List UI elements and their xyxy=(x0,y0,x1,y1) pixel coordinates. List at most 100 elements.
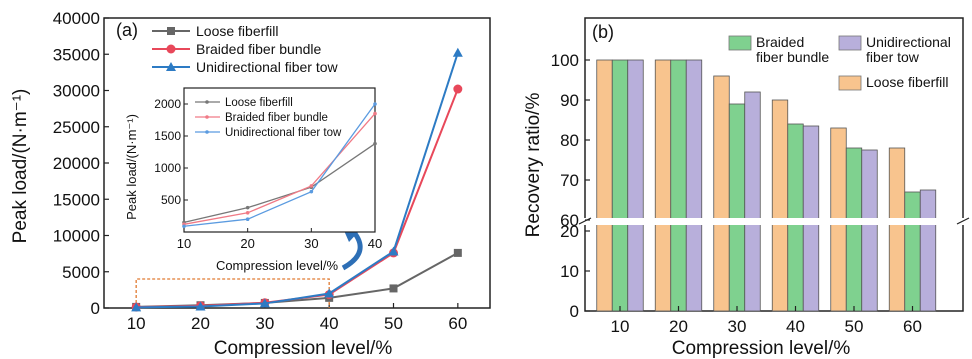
inset-x-tick-label: 20 xyxy=(240,236,254,251)
b-bar-braided-fiber-bundle xyxy=(670,59,687,312)
inset-x-tick-label: 40 xyxy=(368,236,382,251)
panel-a-tag: (a) xyxy=(116,20,138,40)
inset-point-unidirectional-fiber-tow xyxy=(373,102,377,106)
b-bar-loose-fiberfill xyxy=(654,59,672,312)
b-bar-unidirectional-fiber-tow xyxy=(861,149,878,312)
b-legend-label-loose-fiberfill: Loose fiberfill xyxy=(866,74,949,90)
a-legend-marker-loose-fiberfill xyxy=(167,27,175,35)
inset-series-line-unidirectional-fiber-tow xyxy=(183,103,376,227)
b-x-tick-label: 20 xyxy=(669,317,688,336)
inset-legend-marker-braided-fiber-bundle xyxy=(205,115,209,119)
panel-a-inset: 10 20 30 40 500 1000 1500 2000 Loose fiberfill Br… xyxy=(154,87,382,251)
b-bar-loose-fiberfill xyxy=(771,99,789,312)
a-y-tick-label: 35000 xyxy=(53,45,100,64)
a-y-tick-label: 5000 xyxy=(62,263,100,282)
a-y-axis-label: Peak load/(N·m⁻¹) xyxy=(10,89,31,244)
b-bar-unidirectional-fiber-tow xyxy=(744,91,761,312)
inset-point-unidirectional-fiber-tow xyxy=(182,224,186,229)
b-bar-braided-fiber-bundle xyxy=(904,191,921,312)
b-x-axis-label: Compression level/% xyxy=(672,338,851,359)
inset-point-braided-fiber-bundle xyxy=(245,211,250,215)
inset-legend-label-loose-fiberfill: Loose fiberfill xyxy=(225,97,293,109)
a-legend-label-loose-fiberfill: Loose fiberfill xyxy=(196,23,279,39)
inset-y-tick-label: 1500 xyxy=(154,129,181,143)
b-y-tick-label: 80 xyxy=(560,131,579,150)
b-bar-braided-fiber-bundle xyxy=(611,59,629,312)
b-x-tick-label: 60 xyxy=(903,317,922,336)
inset-legend-marker-unidirectional-fiber-tow xyxy=(205,130,209,134)
inset-point-braided-fiber-bundle xyxy=(373,111,377,116)
b-y-tick-label: 10 xyxy=(560,262,579,281)
a-point-loose-fiberfill xyxy=(453,248,462,257)
b-bar-braided-fiber-bundle xyxy=(728,103,746,312)
a-x-tick-label: 40 xyxy=(320,314,339,333)
inset-y-tick-label: 1000 xyxy=(154,161,181,175)
b-bar-unidirectional-fiber-tow xyxy=(685,59,703,312)
b-axis-break-gap xyxy=(579,218,971,225)
a-legend-label-unidirectional-fiber-tow: Unidirectional fiber tow xyxy=(196,59,339,75)
b-legend-label-unidirectional-fiber-tow: Unidirectional xyxy=(866,34,951,50)
inset-legend-marker-loose-fiberfill xyxy=(205,100,209,104)
inset-x-tick-label: 30 xyxy=(304,236,318,251)
a-x-tick-label: 20 xyxy=(191,314,210,333)
b-y-tick-label: 60 xyxy=(560,211,579,230)
b-axis-break-mark-right xyxy=(956,217,970,225)
b-legend-label-unidirectional-fiber-tow: fiber tow xyxy=(866,49,920,65)
b-x-tick-label: 40 xyxy=(786,317,805,336)
b-bar-unidirectional-fiber-tow xyxy=(919,189,937,312)
a-legend-label-braided-fiber-bundle: Braided fiber bundle xyxy=(196,41,322,57)
b-y-tick-label: 100 xyxy=(551,51,579,70)
b-x-tick-label: 10 xyxy=(611,317,630,336)
inset-y-tick-label: 2000 xyxy=(154,97,181,111)
inset-y-tick-label: 500 xyxy=(161,193,181,207)
a-point-loose-fiberfill xyxy=(389,284,398,293)
a-series-line-unidirectional-fiber-tow xyxy=(136,52,459,309)
b-bar-braided-fiber-bundle xyxy=(845,147,863,312)
inset-x-tick-label: 10 xyxy=(177,236,191,251)
a-point-braided-fiber-bundle xyxy=(453,84,463,94)
a-y-tick-label: 10000 xyxy=(53,227,100,246)
a-y-tick-label: 0 xyxy=(91,299,100,318)
a-point-unidirectional-fiber-tow xyxy=(452,47,463,57)
b-legend-swatch-braided-fiber-bundle xyxy=(728,35,752,51)
a-x-axis-label: Compression level/% xyxy=(214,338,393,359)
a-point-unidirectional-fiber-tow xyxy=(259,298,270,308)
panel-b-tag: (b) xyxy=(592,22,614,42)
panel-b-plot: 10 20 30 40 50 600102060708090100Braidedfiber… xyxy=(551,17,971,336)
inset-point-loose-fiberfill xyxy=(373,141,377,146)
a-inset-x-axis-label: Compression level/% xyxy=(216,258,339,273)
inset-legend-label-unidirectional-fiber-tow: Unidirectional fiber tow xyxy=(225,127,342,139)
a-y-tick-label: 15000 xyxy=(53,190,100,209)
b-bar-loose-fiberfill xyxy=(888,147,906,312)
inset-plot-frame xyxy=(183,87,376,233)
a-y-tick-label: 30000 xyxy=(53,82,100,101)
a-point-unidirectional-fiber-tow xyxy=(388,246,399,256)
a-point-unidirectional-fiber-tow xyxy=(131,302,142,312)
b-y-axis-label: Recovery ratio/% xyxy=(523,93,544,238)
b-y-tick-label: 0 xyxy=(570,302,579,321)
a-legend-marker-unidirectional-fiber-tow xyxy=(166,62,176,71)
b-x-tick-label: 50 xyxy=(845,317,864,336)
a-x-tick-label: 50 xyxy=(384,314,403,333)
b-y-tick-label: 90 xyxy=(560,91,579,110)
inset-point-unidirectional-fiber-tow xyxy=(245,217,250,221)
a-x-tick-label: 30 xyxy=(255,314,274,333)
b-bar-loose-fiberfill xyxy=(713,75,730,312)
inset-series-line-braided-fiber-bundle xyxy=(183,113,376,225)
b-bar-loose-fiberfill xyxy=(596,59,613,312)
a-legend-marker-braided-fiber-bundle xyxy=(166,44,176,54)
b-y-tick-label: 20 xyxy=(560,222,579,241)
a-point-unidirectional-fiber-tow xyxy=(195,301,206,311)
b-legend-swatch-unidirectional-fiber-tow xyxy=(838,35,862,51)
b-y-tick-label: 70 xyxy=(560,171,579,190)
b-x-tick-label: 30 xyxy=(728,317,747,336)
a-y-tick-label: 20000 xyxy=(53,154,100,173)
inset-point-braided-fiber-bundle xyxy=(309,184,314,188)
b-axis-break-mark-left xyxy=(578,217,592,225)
b-legend-swatch-loose-fiberfill xyxy=(838,75,862,91)
a-y-tick-label: 40000 xyxy=(53,9,100,28)
a-x-tick-label: 10 xyxy=(127,314,146,333)
a-point-unidirectional-fiber-tow xyxy=(324,288,335,298)
b-bar-unidirectional-fiber-tow xyxy=(627,59,644,312)
inset-series-line-loose-fiberfill xyxy=(183,143,376,224)
